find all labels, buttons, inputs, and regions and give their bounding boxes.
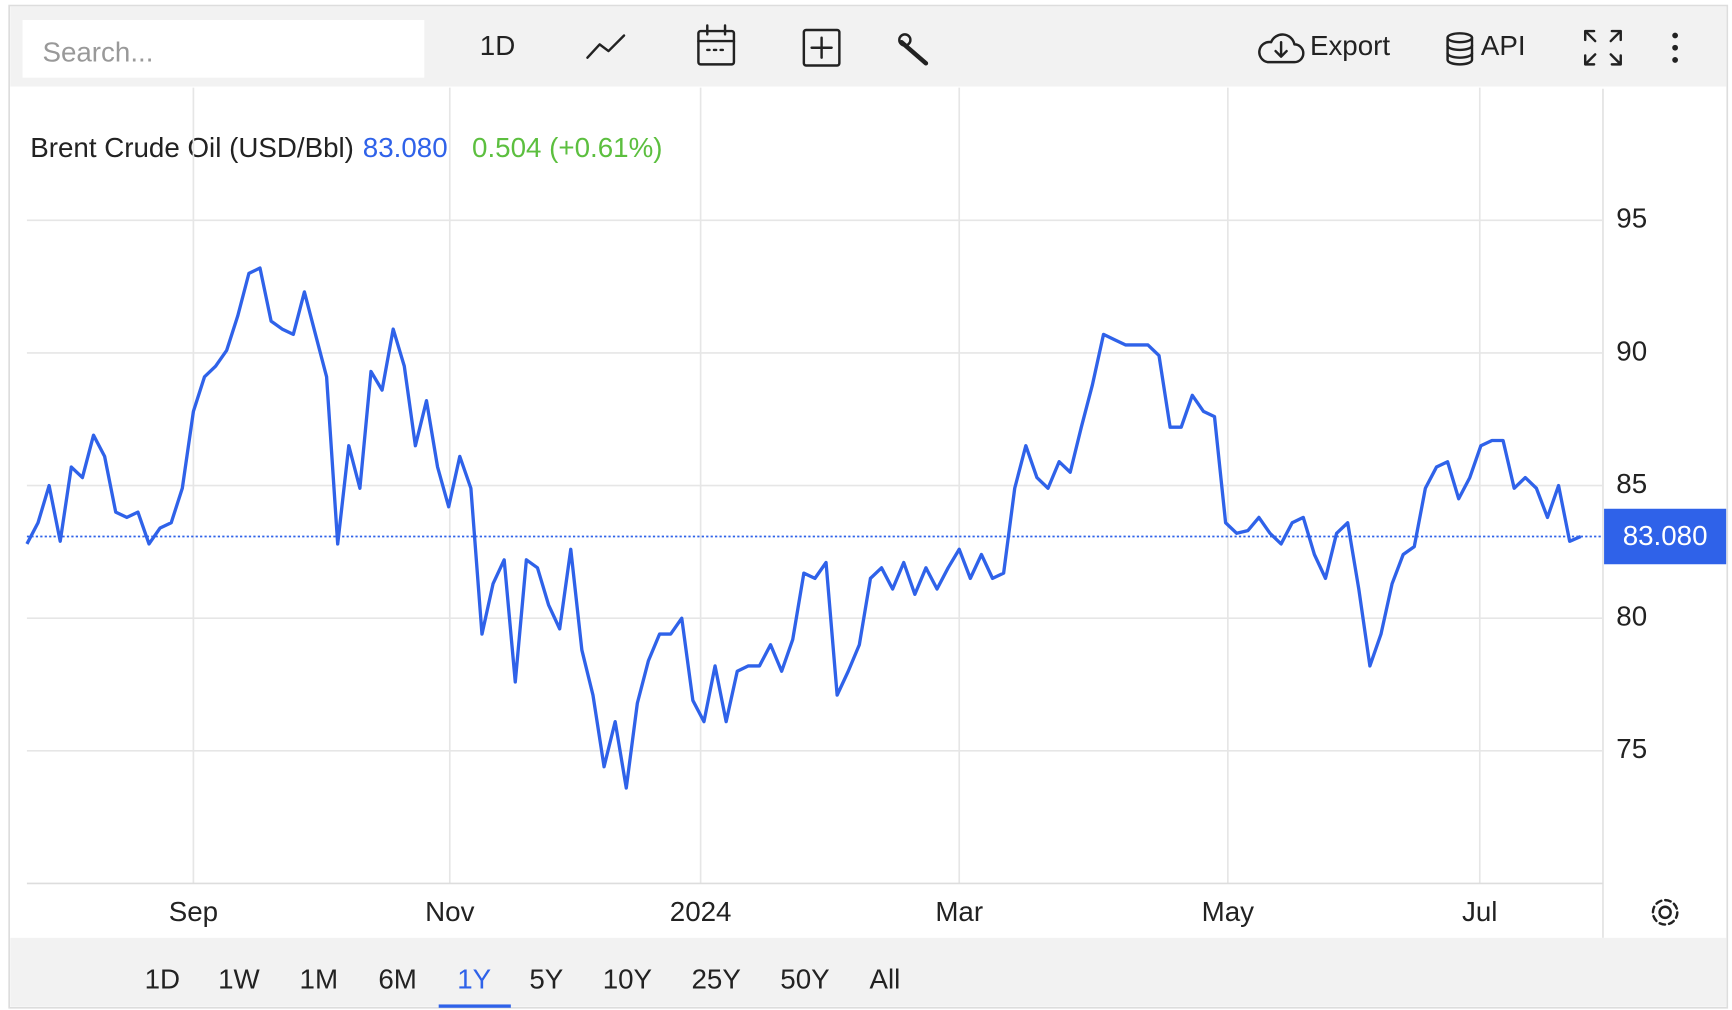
range-button[interactable]: 5Y [529,963,563,994]
y-tick-label: 75 [1616,733,1647,764]
range-button[interactable]: 1D [145,963,180,994]
settings-tool-icon[interactable] [898,33,929,66]
range-bar [10,937,1727,1007]
x-tick-label: Jul [1462,896,1497,927]
y-tick-label: 80 [1616,601,1647,632]
calendar-icon[interactable] [697,24,736,66]
compare-icon[interactable] [802,28,841,67]
instrument-name: Brent Crude Oil (USD/Bbl) [30,132,354,163]
y-tick-label: 95 [1616,203,1647,234]
export-button[interactable]: Export [1310,30,1390,61]
x-tick-label: May [1202,896,1255,927]
price-line [25,266,1582,790]
x-tick-label: 2024 [670,896,732,927]
y-tick-label: 85 [1616,468,1647,499]
x-tick-label: Nov [425,896,474,927]
range-button[interactable]: 1M [300,963,339,994]
range-button[interactable]: 6M [378,963,417,994]
gear-icon[interactable] [1651,898,1679,926]
line-type-icon[interactable] [586,34,626,59]
export-icon[interactable] [1258,33,1305,64]
plot: 75 80 85 90 95 Sep Nov 2024 Mar May Jul 83.080 [25,87,1727,927]
active-underline [438,1004,511,1008]
card [8,4,1729,1009]
current-price-label: 83.080 [1623,520,1708,551]
search-placeholder: Search... [42,37,153,68]
search-box[interactable] [22,19,425,78]
fullscreen-icon[interactable] [1583,29,1622,66]
chart-title: Brent Crude Oil (USD/Bbl) 83.080 0.504 (+0… [30,132,662,163]
range-button[interactable]: 1W [218,963,260,994]
range-button[interactable]: 10Y [603,963,652,994]
x-tick-label: Sep [169,896,218,927]
x-tick-label: Mar [935,896,983,927]
menu-icon[interactable] [1672,32,1678,63]
range-button[interactable]: 25Y [691,963,740,994]
price-change: 0.504 (+0.61%) [472,132,662,163]
current-price-tag [1604,508,1727,565]
range-button[interactable]: 50Y [780,963,829,994]
current-price: 83.080 [363,132,448,163]
interval-button[interactable]: 1D [480,30,515,61]
api-icon[interactable] [1446,32,1474,66]
y-tick-label: 90 [1616,335,1647,366]
range-button[interactable]: 1Y [457,963,491,994]
range-button[interactable]: All [869,963,900,994]
api-button[interactable]: API [1481,30,1526,61]
